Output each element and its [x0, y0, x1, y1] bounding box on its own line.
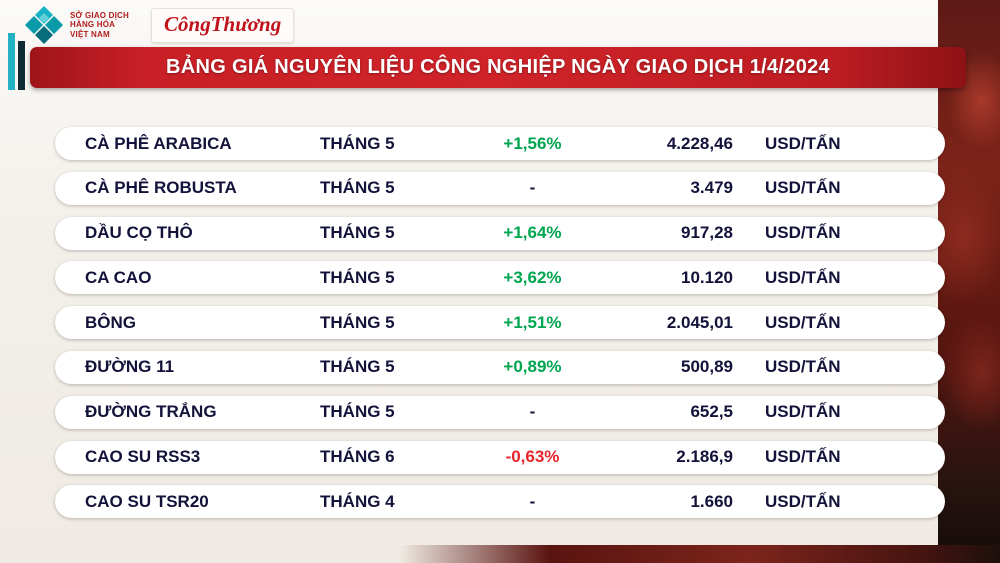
price-unit: USD/TẤN	[765, 178, 841, 198]
mxv-line-2: HÀNG HÓA	[70, 20, 116, 30]
price-value: 500,89	[681, 357, 733, 377]
price-unit: USD/TẤN	[765, 357, 841, 377]
table-row: CA CAO THÁNG 5 +3,62% 10.120 USD/TẤN	[55, 261, 945, 295]
commodity-name: ĐƯỜNG 11	[85, 357, 175, 377]
commodity-name: CA CAO	[85, 267, 152, 287]
price-change: +1,56%	[503, 133, 562, 153]
price-value: 917,28	[681, 223, 733, 243]
contract-month: THÁNG 5	[320, 312, 395, 332]
contract-month: THÁNG 5	[320, 178, 395, 198]
table-row: DẦU CỌ THÔ THÁNG 5 +1,64% 917,28 USD/TẤN	[55, 216, 945, 250]
price-unit: USD/TẤN	[765, 133, 841, 153]
table-row: CÀ PHÊ ARABICA THÁNG 5 +1,56% 4.228,46 USD/T…	[55, 127, 945, 160]
contract-month: THÁNG 4	[320, 491, 395, 511]
price-value: 4.228,46	[666, 133, 733, 153]
price-value: 1.660	[690, 491, 733, 511]
table-row: CAO SU TSR20 THÁNG 4 - 1.660 USD/TẤN	[55, 485, 945, 519]
table-row: CÀ PHÊ ROBUSTA THÁNG 5 - 3.479 USD/TẤN	[55, 171, 945, 205]
mxv-line-3: VIỆT NAM	[70, 29, 110, 39]
commodity-name: DẦU CỌ THÔ	[85, 223, 193, 243]
header: SỞ GIAO DỊCH HÀNG HÓA VIỆT NAM CôngThươn…	[24, 4, 295, 46]
price-change: -0,63%	[505, 447, 560, 467]
price-change: -	[529, 491, 536, 511]
price-change: -	[529, 402, 536, 422]
commodity-name: CÀ PHÊ ARABICA	[85, 133, 232, 153]
price-value: 2.186,9	[676, 447, 733, 467]
commodity-name: ĐƯỜNG TRẮNG	[85, 402, 217, 422]
decorative-cyan-bar	[8, 33, 15, 90]
price-change: +1,51%	[503, 312, 562, 332]
mxv-exchange-name: SỞ GIAO DỊCH HÀNG HÓA VIỆT NAM	[70, 11, 129, 40]
background-photo-right	[938, 0, 1000, 563]
price-change: +3,62%	[503, 267, 562, 287]
background-photo-bottom	[0, 545, 1000, 563]
mxv-exchange-logo-icon	[25, 6, 63, 44]
contract-month: THÁNG 5	[320, 402, 395, 422]
price-unit: USD/TẤN	[765, 223, 841, 243]
table-row: ĐƯỜNG 11 THÁNG 5 +0,89% 500,89 USD/TẤN	[55, 350, 945, 384]
price-value: 652,5	[690, 402, 733, 422]
contract-month: THÁNG 5	[320, 133, 395, 153]
price-unit: USD/TẤN	[765, 402, 841, 422]
table-row: CAO SU RSS3 THÁNG 6 -0,63% 2.186,9 USD/TẤN	[55, 440, 945, 474]
page-title: BẢNG GIÁ NGUYÊN LIỆU CÔNG NGHIỆP NGÀY GI…	[166, 56, 830, 78]
price-unit: USD/TẤN	[765, 447, 841, 467]
price-value: 3.479	[690, 178, 733, 198]
commodity-name: BÔNG	[85, 312, 136, 332]
price-change: -	[529, 178, 536, 198]
contract-month: THÁNG 5	[320, 267, 395, 287]
price-change: +1,64%	[503, 223, 562, 243]
title-banner: BẢNG GIÁ NGUYÊN LIỆU CÔNG NGHIỆP NGÀY GI…	[30, 47, 966, 88]
contract-month: THÁNG 5	[320, 357, 395, 377]
congthuong-newspaper-logo: CôngThương	[151, 7, 295, 43]
table-row: BÔNG THÁNG 5 +1,51% 2.045,01 USD/TẤN	[55, 306, 945, 340]
price-unit: USD/TẤN	[765, 267, 841, 287]
price-unit: USD/TẤN	[765, 312, 841, 332]
price-table: CÀ PHÊ ARABICA THÁNG 5 +1,56% 4.228,46 USD/T…	[55, 127, 945, 530]
price-value: 10.120	[681, 267, 733, 287]
commodity-name: CAO SU TSR20	[85, 491, 209, 511]
price-value: 2.045,01	[666, 312, 733, 332]
mxv-line-1: SỞ GIAO DỊCH	[70, 10, 130, 20]
congthuong-logo-text: CôngThương	[164, 11, 282, 36]
price-change: +0,89%	[503, 357, 562, 377]
contract-month: THÁNG 6	[320, 447, 395, 467]
table-row: ĐƯỜNG TRẮNG THÁNG 5 - 652,5 USD/TẤN	[55, 395, 945, 429]
decorative-dark-bar	[18, 41, 25, 90]
commodity-name: CAO SU RSS3	[85, 447, 201, 467]
contract-month: THÁNG 5	[320, 223, 395, 243]
price-unit: USD/TẤN	[765, 491, 841, 511]
commodity-name: CÀ PHÊ ROBUSTA	[85, 178, 237, 198]
